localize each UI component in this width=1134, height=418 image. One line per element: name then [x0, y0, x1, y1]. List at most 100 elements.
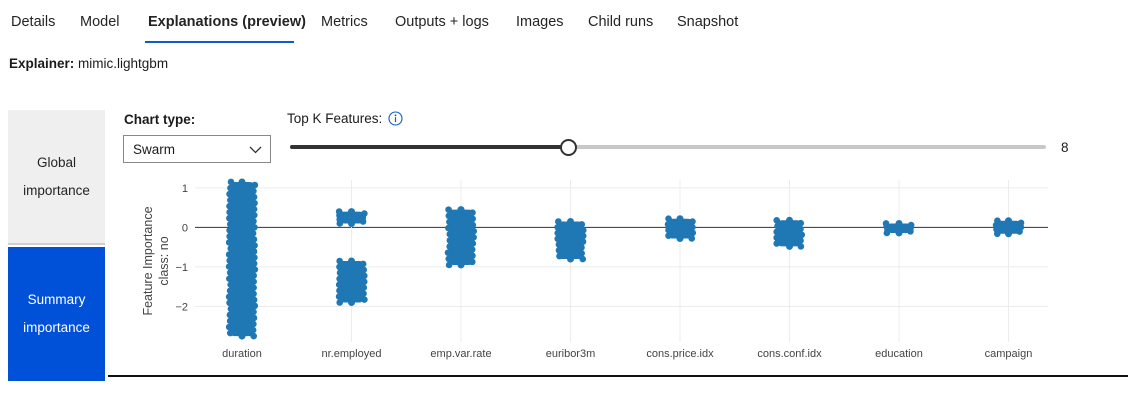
data-point — [249, 326, 257, 334]
data-point — [446, 243, 453, 250]
tab-model[interactable]: Model — [80, 14, 120, 30]
tab-child-runs[interactable]: Child runs — [588, 14, 654, 30]
swarm-body-nr.employed — [339, 261, 364, 303]
data-point — [797, 237, 804, 244]
data-point — [251, 302, 259, 310]
data-point — [226, 317, 234, 325]
data-point — [665, 215, 672, 223]
data-point — [444, 249, 452, 256]
tab-details[interactable]: Details — [11, 14, 56, 30]
data-point — [250, 211, 258, 219]
data-point — [361, 296, 368, 303]
global-importance-button[interactable]: Global importance — [8, 110, 105, 243]
data-point — [457, 261, 465, 269]
data-point — [470, 233, 477, 241]
global-importance-line1: Global — [36, 154, 76, 170]
swarm-body-euribor3m — [558, 221, 583, 260]
data-point — [907, 228, 914, 235]
data-point — [250, 320, 257, 328]
data-point — [250, 217, 257, 225]
data-point — [250, 290, 257, 298]
data-point — [555, 247, 563, 254]
chart-type-value: Swarm — [133, 142, 176, 157]
data-point — [336, 220, 344, 227]
data-point — [773, 228, 780, 236]
data-point — [689, 223, 696, 231]
y-tick-label: −2 — [175, 301, 188, 313]
data-point — [665, 226, 672, 234]
data-point — [250, 272, 257, 279]
tab-metrics[interactable]: Metrics — [321, 14, 368, 30]
data-point — [225, 323, 233, 331]
data-point — [797, 243, 805, 250]
top-k-slider[interactable] — [290, 139, 1046, 156]
data-point — [238, 332, 246, 340]
x-tick-label: education — [875, 348, 923, 360]
tab-images[interactable]: Images — [516, 14, 564, 30]
data-point — [238, 178, 246, 186]
data-point — [348, 208, 355, 216]
data-point — [469, 215, 477, 223]
data-point — [689, 229, 697, 237]
chevron-down-icon — [249, 143, 262, 161]
data-point — [335, 281, 343, 289]
data-point — [798, 231, 806, 239]
data-point — [578, 249, 585, 257]
summary-importance-line2: importance — [23, 320, 90, 335]
tab-outputs-logs[interactable]: Outputs + logs — [395, 14, 489, 30]
swarm-chart: 1 0 −1 −2 duration nr.employed emp.var.rate eur… — [141, 178, 1048, 360]
data-point — [359, 260, 367, 268]
tab-bar: Details Model Explanations (preview) Met… — [0, 0, 1134, 46]
data-point — [895, 229, 903, 237]
data-point — [360, 284, 368, 291]
explainer-info: Explainer: mimic.lightgbm — [9, 56, 168, 71]
data-point — [226, 208, 233, 216]
data-point — [1005, 217, 1012, 225]
summary-importance-button[interactable]: Summary importance — [8, 247, 105, 381]
data-point — [579, 255, 587, 263]
swarm-body-nr.employed — [339, 211, 364, 224]
tab-explanations[interactable]: Explanations (preview) — [148, 14, 306, 30]
data-point — [251, 254, 258, 261]
data-point — [227, 196, 234, 204]
data-point — [797, 219, 805, 227]
swarm-body-education — [887, 223, 911, 233]
data-point — [226, 269, 234, 276]
data-point — [446, 218, 453, 226]
data-point — [883, 229, 891, 237]
data-point — [1005, 230, 1012, 238]
data-point — [579, 238, 587, 245]
data-point — [348, 298, 355, 306]
data-point — [469, 221, 477, 229]
chart-points — [225, 178, 1025, 340]
data-point — [361, 272, 368, 280]
data-point — [445, 255, 453, 263]
chart-type-label: Chart type: — [124, 112, 196, 127]
info-icon[interactable] — [388, 111, 403, 131]
data-point — [469, 209, 476, 217]
data-point — [335, 293, 343, 300]
content-bottom-border — [108, 375, 1128, 377]
data-point — [445, 261, 453, 269]
data-point — [469, 240, 477, 247]
swarm-body-cons.price.idx — [668, 218, 692, 239]
x-tick-label: nr.employed — [322, 348, 382, 360]
data-point — [895, 219, 903, 227]
top-k-slider-thumb[interactable] — [560, 139, 578, 156]
data-point — [457, 206, 465, 214]
data-point — [227, 305, 235, 313]
data-point — [226, 190, 233, 198]
data-point — [251, 199, 258, 207]
top-k-label: Top K Features: — [287, 111, 383, 126]
tab-snapshot[interactable]: Snapshot — [677, 14, 739, 30]
x-tick-label: duration — [222, 348, 262, 360]
data-point — [336, 287, 343, 294]
data-point — [445, 212, 453, 220]
data-point — [249, 230, 257, 237]
data-point — [578, 221, 586, 228]
data-point — [773, 234, 780, 241]
data-point — [250, 260, 258, 267]
data-point — [250, 314, 258, 322]
chart-type-dropdown[interactable]: Swarm — [123, 135, 271, 163]
data-point — [773, 217, 781, 224]
